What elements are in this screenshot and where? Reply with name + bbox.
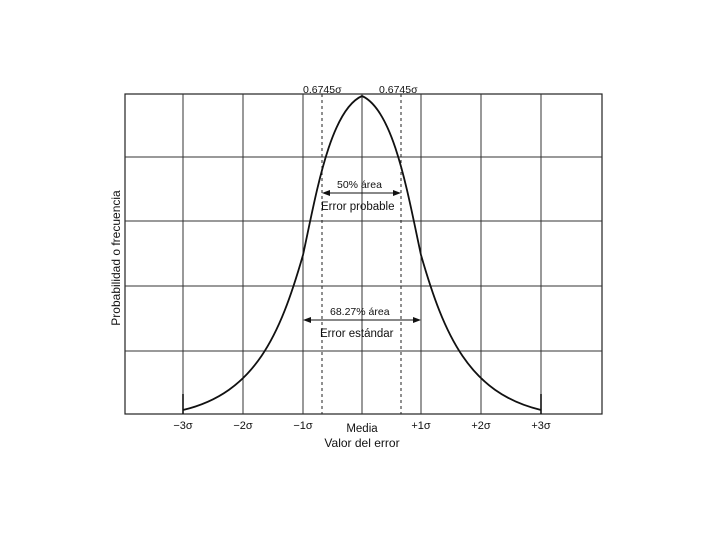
label-error-estandar: Error estándar [320, 328, 394, 340]
arrow-50-area [322, 190, 401, 196]
x-tick-label: −3σ [173, 420, 193, 432]
label-0-6745-right: 0.6745σ [379, 84, 418, 96]
probable-error-dashed-lines [321, 94, 402, 414]
x-tick-labels: −3σ −2σ −1σ Media +1σ +2σ +3σ [173, 420, 551, 435]
x-tick-label: −2σ [233, 420, 253, 432]
x-tick-label: +1σ [411, 420, 431, 432]
x-tick-label-media: Media [346, 423, 378, 435]
label-68-27-area: 68.27% área [330, 306, 390, 318]
normal-curve [182, 95, 542, 411]
label-50-area: 50% área [337, 179, 382, 191]
x-tick-label: −1σ [293, 420, 313, 432]
label-error-probable: Error probable [321, 201, 395, 213]
x-axis-title: Valor del error [324, 436, 399, 450]
label-0-6745-left: 0.6745σ [303, 84, 342, 96]
vertical-grid [182, 94, 542, 414]
x-tick-label: +2σ [471, 420, 491, 432]
plot-frame [124, 93, 603, 415]
x-tick-label: +3σ [531, 420, 551, 432]
y-axis-title: Probabilidad o frecuencia [109, 190, 123, 326]
horizontal-grid [125, 156, 602, 352]
arrow-68-27-area [303, 317, 421, 323]
